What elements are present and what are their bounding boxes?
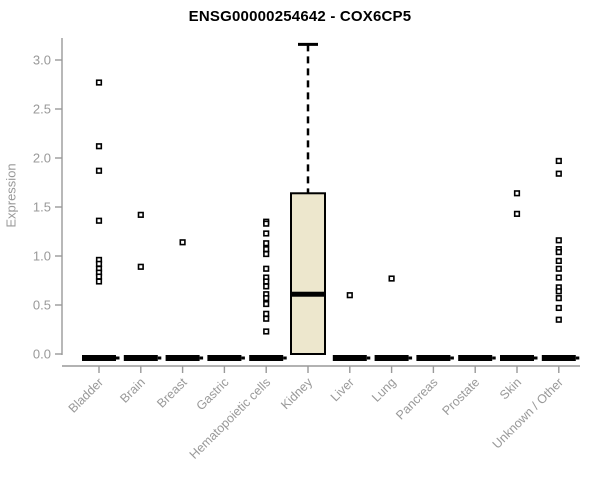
collapsed-box-cap bbox=[534, 356, 538, 360]
collapsed-box-cap bbox=[450, 356, 454, 360]
outlier-point bbox=[263, 310, 270, 317]
outlier-point bbox=[263, 295, 270, 302]
x-category-label: Liver bbox=[328, 375, 357, 404]
collapsed-box bbox=[207, 355, 242, 361]
collapsed-box bbox=[416, 355, 451, 361]
x-category-label: Unknown / Other bbox=[490, 375, 566, 451]
outlier-point bbox=[95, 79, 103, 86]
collapsed-box-cap bbox=[283, 356, 287, 360]
collapsed-box-cap bbox=[408, 356, 413, 360]
y-tick-label: 1.5 bbox=[33, 200, 51, 215]
outlier-point bbox=[263, 240, 270, 247]
outlier-point bbox=[263, 328, 270, 335]
collapsed-box-cap bbox=[492, 356, 496, 360]
x-category-label: Gastric bbox=[194, 375, 232, 413]
x-category-label: Hematopoietic cells bbox=[187, 375, 274, 462]
outlier-point bbox=[555, 157, 562, 165]
outlier-point bbox=[555, 257, 562, 265]
outlier-point bbox=[95, 260, 103, 267]
chart-title: ENSG00000254642 - COX6CP5 bbox=[188, 8, 412, 25]
outlier-point bbox=[555, 170, 562, 177]
outlier-point bbox=[263, 250, 270, 258]
y-tick-label: 2.0 bbox=[33, 151, 51, 166]
outlier-point bbox=[95, 217, 103, 224]
outlier-point bbox=[263, 283, 270, 290]
x-category-label: Bladder bbox=[66, 375, 106, 415]
y-tick-label: 0.0 bbox=[33, 347, 51, 362]
outlier-point bbox=[263, 265, 270, 272]
outlier-point bbox=[137, 211, 144, 218]
outlier-point bbox=[95, 278, 103, 285]
x-category-label: Prostate bbox=[439, 375, 482, 418]
outlier-point bbox=[137, 263, 144, 270]
x-category-label: Pancreas bbox=[393, 375, 440, 422]
collapsed-box bbox=[123, 355, 158, 361]
outlier-point bbox=[95, 167, 103, 174]
outlier-point bbox=[263, 220, 270, 227]
collapsed-box bbox=[500, 355, 534, 361]
collapsed-box-cap bbox=[116, 356, 120, 360]
collapsed-box bbox=[374, 355, 409, 361]
x-category-label: Skin bbox=[497, 375, 524, 402]
outlier-point bbox=[263, 246, 270, 253]
x-category-label: Brain bbox=[117, 375, 148, 406]
outlier-point bbox=[95, 273, 103, 280]
collapsed-box bbox=[458, 355, 493, 361]
outlier-point bbox=[555, 316, 562, 323]
box bbox=[290, 192, 326, 355]
outlier-point bbox=[555, 274, 562, 281]
outlier-point bbox=[555, 304, 562, 312]
x-category-label: Lung bbox=[369, 375, 399, 405]
collapsed-box-cap bbox=[157, 356, 162, 360]
outlier-point bbox=[555, 295, 562, 302]
collapsed-box bbox=[249, 355, 284, 361]
x-category-label: Breast bbox=[154, 375, 190, 411]
outlier-point bbox=[513, 210, 521, 217]
collapsed-box bbox=[165, 355, 200, 361]
collapsed-box bbox=[82, 355, 116, 361]
outlier-point bbox=[346, 292, 353, 299]
outlier-point bbox=[263, 230, 270, 237]
collapsed-box bbox=[541, 355, 576, 361]
outlier-point bbox=[513, 190, 521, 197]
outlier-point bbox=[388, 275, 395, 282]
outlier-point bbox=[555, 288, 562, 295]
outlier-point bbox=[95, 143, 103, 150]
collapsed-box-cap bbox=[366, 356, 371, 360]
collapsed-box bbox=[332, 355, 367, 361]
outlier-point bbox=[555, 248, 562, 256]
outlier-point bbox=[263, 278, 270, 285]
collapsed-box-cap bbox=[241, 356, 245, 360]
y-tick-label: 2.5 bbox=[33, 102, 51, 117]
outlier-point bbox=[263, 300, 270, 308]
y-tick-label: 3.0 bbox=[33, 53, 51, 68]
y-tick-label: 0.5 bbox=[33, 298, 51, 313]
median-line bbox=[291, 291, 325, 297]
collapsed-box-cap bbox=[199, 356, 204, 360]
x-category-label: Kidney bbox=[278, 375, 315, 412]
outlier-point bbox=[555, 265, 562, 272]
outlier-point bbox=[263, 315, 270, 322]
outlier-point bbox=[179, 239, 186, 246]
y-tick-label: 1.0 bbox=[33, 249, 51, 264]
outlier-point bbox=[555, 237, 562, 244]
collapsed-box-cap bbox=[575, 356, 580, 360]
